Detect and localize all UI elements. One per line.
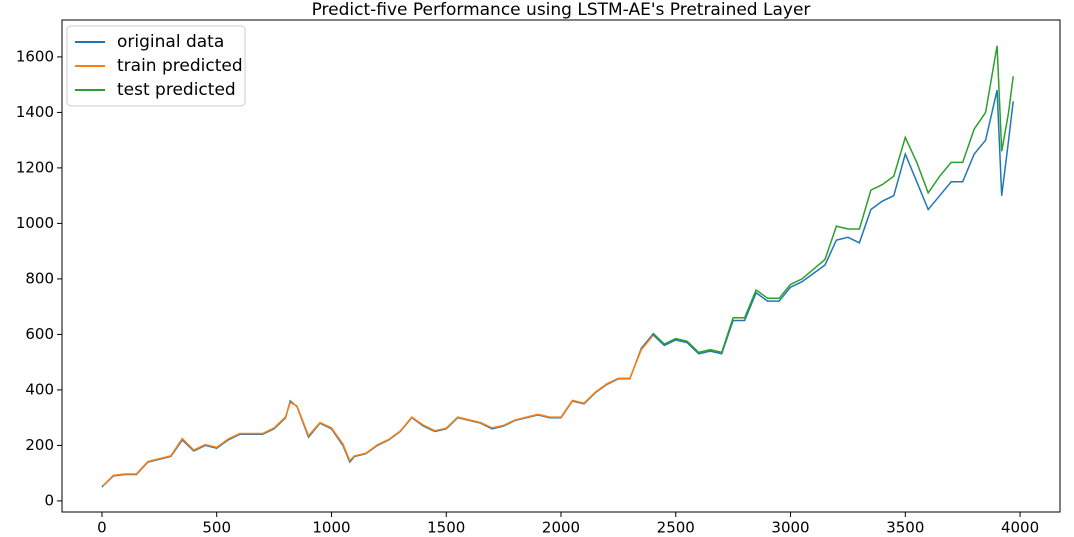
- x-tick-label: 3500: [886, 519, 924, 537]
- line-series: [101, 90, 1014, 488]
- y-tick-label: 0: [44, 491, 54, 509]
- legend-box: [66, 25, 246, 107]
- legend-label: train predicted: [117, 56, 243, 76]
- x-tick-label: 500: [202, 519, 231, 537]
- x-tick-label: 2000: [542, 519, 580, 537]
- y-tick-label: 200: [25, 436, 54, 454]
- x-tick-label: 2500: [657, 519, 695, 537]
- y-tick-label: 400: [25, 380, 54, 398]
- line-series: [652, 45, 1014, 354]
- x-tick-label: 1500: [427, 519, 465, 537]
- y-tick-label: 1200: [16, 158, 54, 176]
- y-tick-label: 1400: [16, 103, 54, 121]
- chart-title: Predict-five Performance using LSTM-AE's…: [312, 0, 811, 20]
- x-tick-label: 0: [97, 519, 107, 537]
- y-tick-label: 800: [25, 269, 54, 287]
- line-series: [102, 335, 654, 487]
- x-tick-label: 1000: [312, 519, 350, 537]
- y-tick-label: 600: [25, 325, 54, 343]
- legend-label: test predicted: [117, 80, 236, 100]
- y-tick-label: 1600: [16, 47, 54, 65]
- x-tick-label: 4000: [1001, 519, 1039, 537]
- legend-label: original data: [117, 32, 224, 52]
- y-tick-label: 1000: [16, 214, 54, 232]
- x-tick-label: 3000: [771, 519, 809, 537]
